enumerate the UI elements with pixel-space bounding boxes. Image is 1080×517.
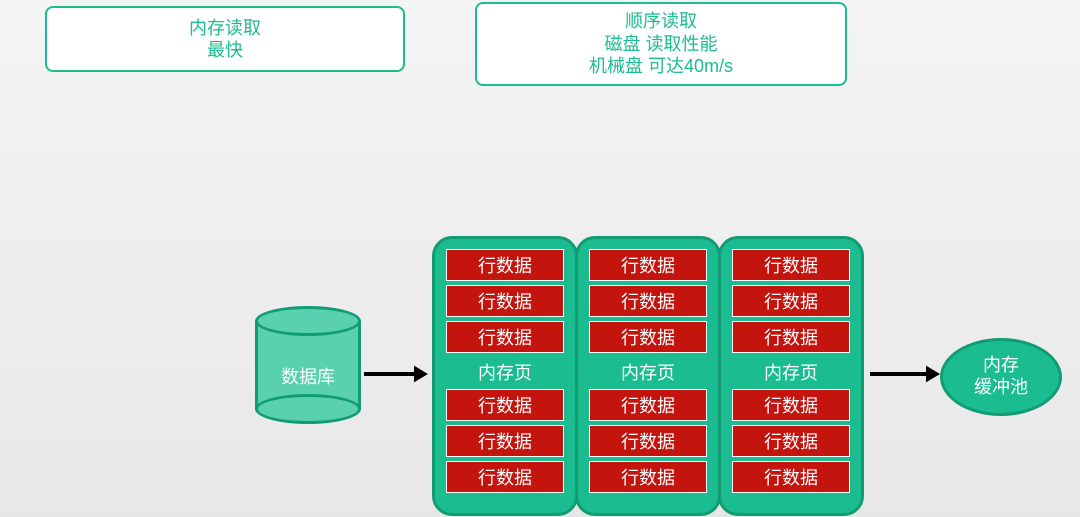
database-cylinder: 数据库 xyxy=(255,306,361,424)
row-data-box: 行数据 xyxy=(732,249,850,281)
arrow-db-to-pages xyxy=(350,360,442,388)
callout-memory-read: 内存读取 最快 xyxy=(45,6,405,72)
memory-page-label: 内存页 xyxy=(621,359,675,385)
memory-page-column: 行数据行数据行数据内存页行数据行数据行数据 xyxy=(575,236,721,516)
callout-line: 机械盘 可达40m/s xyxy=(589,55,733,78)
callout-sequential-read: 顺序读取 磁盘 读取性能 机械盘 可达40m/s xyxy=(475,2,847,86)
buffer-pool-line: 缓冲池 xyxy=(974,377,1028,399)
memory-page-column: 行数据行数据行数据内存页行数据行数据行数据 xyxy=(432,236,578,516)
row-data-box: 行数据 xyxy=(446,425,564,457)
cylinder-top-ellipse xyxy=(255,306,361,336)
callout-line: 内存读取 xyxy=(189,17,261,40)
database-label: 数据库 xyxy=(255,363,361,389)
callout-line: 顺序读取 xyxy=(625,10,697,33)
diagram-stage: 内存读取 最快 顺序读取 磁盘 读取性能 机械盘 可达40m/s 数据库 行数据… xyxy=(0,0,1080,517)
row-data-box: 行数据 xyxy=(446,461,564,493)
row-data-box: 行数据 xyxy=(446,321,564,353)
callout-line: 最快 xyxy=(207,39,243,62)
callout-line: 磁盘 读取性能 xyxy=(604,33,717,56)
memory-page-column: 行数据行数据行数据内存页行数据行数据行数据 xyxy=(718,236,864,516)
cylinder-bottom-ellipse xyxy=(255,394,361,424)
row-data-box: 行数据 xyxy=(589,249,707,281)
row-data-box: 行数据 xyxy=(589,461,707,493)
row-data-box: 行数据 xyxy=(446,389,564,421)
row-data-box: 行数据 xyxy=(732,321,850,353)
row-data-box: 行数据 xyxy=(589,285,707,317)
row-data-box: 行数据 xyxy=(732,461,850,493)
row-data-box: 行数据 xyxy=(732,425,850,457)
row-data-box: 行数据 xyxy=(732,389,850,421)
memory-pages-group: 行数据行数据行数据内存页行数据行数据行数据行数据行数据行数据内存页行数据行数据行… xyxy=(432,236,864,516)
row-data-box: 行数据 xyxy=(446,249,564,281)
row-data-box: 行数据 xyxy=(589,321,707,353)
memory-page-label: 内存页 xyxy=(764,359,818,385)
buffer-pool-line: 内存 xyxy=(983,355,1019,377)
row-data-box: 行数据 xyxy=(446,285,564,317)
row-data-box: 行数据 xyxy=(589,425,707,457)
row-data-box: 行数据 xyxy=(732,285,850,317)
memory-page-label: 内存页 xyxy=(478,359,532,385)
buffer-pool-node: 内存 缓冲池 xyxy=(940,338,1062,416)
row-data-box: 行数据 xyxy=(589,389,707,421)
